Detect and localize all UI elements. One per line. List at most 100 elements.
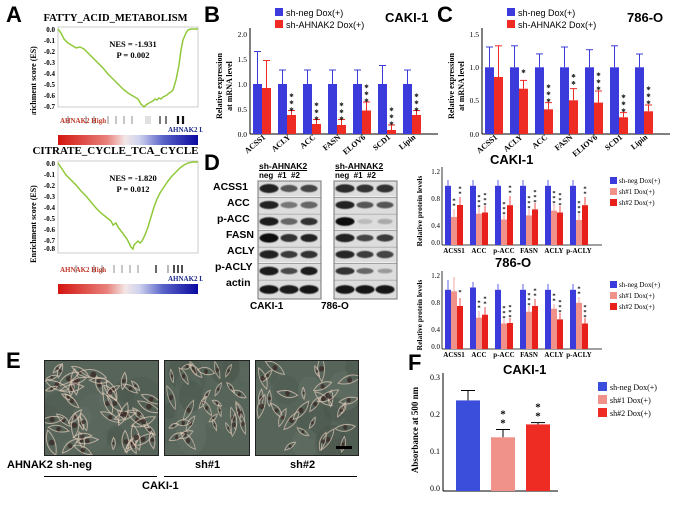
svg-text:**: * * [583, 185, 586, 197]
svg-text:-0.3: -0.3 [44, 59, 56, 67]
svg-text:***: * * * [314, 101, 319, 125]
svg-text:1.5: 1.5 [238, 55, 248, 64]
svg-text:ACC: ACC [471, 247, 486, 255]
svg-text:0.0: 0.0 [431, 343, 440, 351]
svg-text:***: * * * [389, 106, 394, 130]
svg-text:0.0: 0.0 [46, 160, 55, 168]
svg-text:-0.4: -0.4 [44, 70, 56, 78]
svg-text:ACSS1: ACSS1 [443, 247, 465, 255]
svg-text:sh-neg Dox(+): sh-neg Dox(+) [619, 281, 661, 289]
svg-text:1.5: 1.5 [470, 30, 480, 39]
svg-text:AHNAK2 High: AHNAK2 High [60, 266, 106, 274]
svg-text:0.1: 0.1 [430, 447, 440, 456]
svg-text:Relative protein levels: Relative protein levels [415, 176, 424, 247]
svg-text:***: * * * [527, 195, 530, 212]
svg-text:sh#1 Dox(+): sh#1 Dox(+) [619, 292, 655, 300]
svg-text:0.0: 0.0 [470, 130, 480, 139]
svg-text:Lipin: Lipin [397, 132, 418, 151]
svg-text:at mRNA level: at mRNA level [457, 60, 466, 111]
svg-text:p-ACLY: p-ACLY [566, 351, 591, 359]
svg-text:ACC: ACC [530, 133, 549, 151]
svg-text:FASN: FASN [520, 351, 538, 359]
svg-text:Enrichment score (ES): Enrichment score (ES) [29, 46, 38, 115]
svg-text:***: * * * [289, 92, 294, 116]
svg-text:1.0: 1.0 [238, 80, 248, 89]
svg-text:FASN: FASN [321, 132, 343, 152]
svg-text:-0.7: -0.7 [44, 237, 56, 245]
svg-text:***: * * * [596, 71, 601, 95]
svg-text:0.0: 0.0 [238, 130, 248, 139]
svg-text:*: * [521, 68, 526, 78]
svg-text:0.8: 0.8 [431, 195, 440, 203]
svg-text:***: * * * [339, 101, 344, 125]
svg-text:Relative expression: Relative expression [447, 53, 456, 119]
svg-text:ACC: ACC [471, 351, 486, 359]
svg-text:sh#1 Dox(+): sh#1 Dox(+) [619, 188, 655, 196]
svg-text:-0.4: -0.4 [44, 204, 56, 212]
svg-text:***: * * * [621, 93, 626, 117]
svg-text:**: * * [452, 197, 455, 209]
svg-text:0.4: 0.4 [431, 326, 440, 334]
svg-text:NES = -1.820: NES = -1.820 [109, 173, 157, 183]
svg-text:NES = -1.931: NES = -1.931 [109, 39, 157, 49]
svg-text:***: * * * [646, 85, 651, 109]
svg-text:**: * * [577, 285, 580, 297]
svg-text:p-ACC: p-ACC [493, 247, 514, 255]
svg-text:***: * * * [477, 194, 480, 211]
svg-text:***: * * * [546, 83, 551, 107]
svg-text:2.0: 2.0 [238, 30, 248, 39]
svg-text:0.8: 0.8 [431, 299, 440, 307]
svg-text:**: * * [508, 184, 511, 196]
svg-text:sh-neg Dox(+): sh-neg Dox(+) [610, 383, 657, 392]
svg-text:***: * * * [533, 189, 536, 206]
svg-text:-0.8: -0.8 [44, 245, 56, 253]
svg-text:1.2: 1.2 [431, 272, 440, 280]
svg-text:**: * * [483, 295, 486, 307]
svg-text:0.5: 0.5 [238, 105, 248, 114]
svg-text:**: * * [552, 292, 555, 304]
svg-text:FASN: FASN [553, 132, 575, 152]
svg-text:Lipin: Lipin [629, 132, 650, 151]
svg-text:***: * * * [364, 83, 369, 107]
svg-text:**: * * [477, 299, 480, 311]
svg-text:sh#1 Dox(+): sh#1 Dox(+) [610, 396, 651, 405]
svg-text:**: * * [500, 409, 506, 430]
svg-text:Relative expression: Relative expression [215, 53, 224, 119]
svg-text:***: * * * [483, 192, 486, 209]
svg-text:***: * * * [583, 304, 586, 321]
svg-text:ACSS1: ACSS1 [443, 351, 465, 359]
svg-text:**: * * [535, 402, 541, 423]
svg-text:SCD1: SCD1 [603, 133, 624, 153]
svg-text:-0.1: -0.1 [44, 37, 56, 45]
svg-text:***: * * * [414, 92, 419, 116]
svg-text:**: * * [571, 72, 576, 89]
svg-text:Absorbance at 500 nm: Absorbance at 500 nm [410, 386, 420, 473]
svg-text:***: * * * [552, 190, 555, 207]
svg-text:1.0: 1.0 [470, 63, 480, 72]
svg-text:1.2: 1.2 [431, 168, 440, 176]
svg-text:sh#2 Dox(+): sh#2 Dox(+) [610, 409, 651, 418]
svg-text:sh-neg Dox(+): sh-neg Dox(+) [619, 177, 661, 185]
svg-text:-0.2: -0.2 [44, 48, 56, 56]
svg-text:AHNAK2 Low: AHNAK2 Low [168, 275, 203, 283]
svg-text:ACLY: ACLY [544, 351, 563, 359]
svg-text:SCD1: SCD1 [371, 133, 392, 153]
svg-text:AHNAK2 Low: AHNAK2 Low [168, 126, 203, 134]
svg-text:sh#2 Dox(+): sh#2 Dox(+) [619, 199, 655, 207]
svg-text:***: * * * [558, 192, 561, 209]
svg-text:ACLY: ACLY [502, 132, 525, 153]
svg-text:***: * * * [577, 200, 580, 217]
svg-text:-0.6: -0.6 [44, 92, 56, 100]
svg-text:0.0: 0.0 [431, 239, 440, 247]
svg-text:P = 0.012: P = 0.012 [117, 184, 150, 194]
svg-text:-0.7: -0.7 [44, 103, 56, 111]
svg-text:-0.3: -0.3 [44, 193, 56, 201]
svg-text:**: * * [533, 287, 536, 299]
svg-text:-0.5: -0.5 [44, 215, 56, 223]
svg-text:***: * * * [558, 299, 561, 316]
svg-text:***: * * * [508, 304, 511, 321]
svg-text:sh#2 Dox(+): sh#2 Dox(+) [619, 303, 655, 311]
svg-text:***: * * * [527, 292, 530, 309]
svg-text:0.3: 0.3 [430, 373, 440, 382]
svg-text:Relative protein levels: Relative protein levels [415, 280, 424, 351]
